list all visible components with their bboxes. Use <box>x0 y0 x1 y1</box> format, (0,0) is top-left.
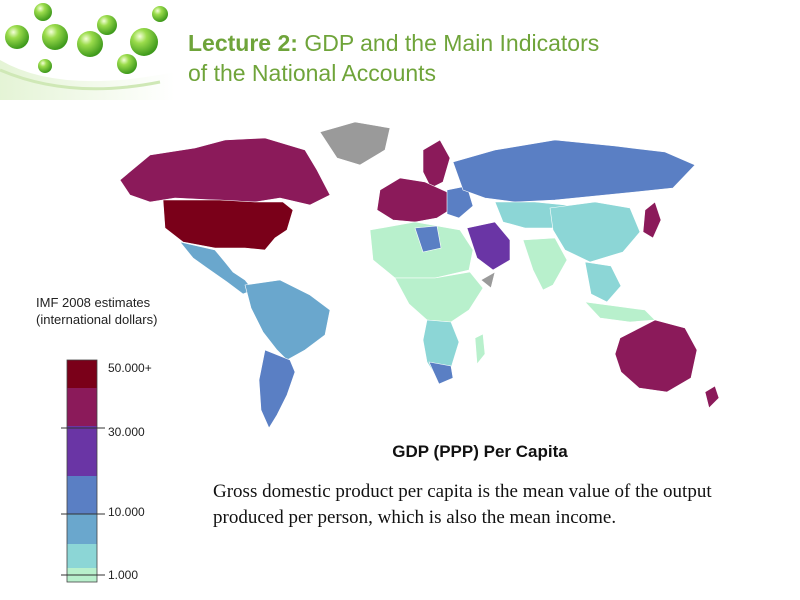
region-canada <box>119 137 331 206</box>
region-india <box>522 237 568 291</box>
legend-swatch <box>67 514 97 544</box>
region-horn-of-africa <box>480 271 496 289</box>
region-china <box>549 201 641 263</box>
region-usa <box>162 199 294 251</box>
sphere <box>34 3 52 21</box>
region-south-america-north <box>244 279 331 361</box>
legend-swatch <box>67 360 97 388</box>
region-russia <box>452 139 696 203</box>
legend-caption-line1: IMF 2008 estimates <box>36 295 151 310</box>
region-indonesia <box>584 301 656 323</box>
region-greenland <box>319 121 391 166</box>
legend-swatch <box>67 388 97 426</box>
description-text: Gross domestic product per capita is the… <box>213 481 712 528</box>
region-new-zealand <box>704 385 720 409</box>
region-central-africa <box>394 271 484 323</box>
color-legend: 50.000+ 30.000 10.000 1.000 <box>61 359 152 583</box>
legend-tick-label: 30.000 <box>108 425 145 439</box>
world-gdp-map <box>119 121 720 429</box>
title-line2: of the National Accounts <box>188 60 437 86</box>
region-japan <box>642 201 662 239</box>
sphere <box>77 31 103 57</box>
region-madagascar <box>474 333 486 365</box>
sphere <box>152 6 168 22</box>
sphere <box>38 59 52 73</box>
legend-tick-label: 10.000 <box>108 505 145 519</box>
legend-swatch <box>67 476 97 514</box>
sphere <box>42 24 68 50</box>
legend-tick-label: 1.000 <box>108 568 138 582</box>
region-western-europe <box>376 177 454 223</box>
legend-swatch <box>67 426 97 476</box>
title-lead: Lecture 2: <box>188 30 298 56</box>
region-libya <box>414 225 442 253</box>
sphere <box>117 54 137 74</box>
sphere <box>97 15 117 35</box>
region-mexico <box>179 241 254 295</box>
legend-swatch <box>67 544 97 568</box>
region-southeast-asia <box>584 261 622 303</box>
sphere <box>5 25 29 49</box>
region-south-america-south <box>258 349 296 429</box>
legend-frame <box>66 359 98 583</box>
region-middle-east <box>466 221 511 271</box>
sphere <box>130 28 158 56</box>
map-title: GDP (PPP) Per Capita <box>392 442 568 461</box>
region-australia <box>614 319 698 393</box>
region-north-africa <box>369 221 474 279</box>
region-scandinavia <box>422 139 451 189</box>
slide-title: Lecture 2: GDP and the Main Indicators o… <box>188 28 599 88</box>
green-spheres-logo <box>0 3 175 100</box>
legend-caption: IMF 2008 estimates (international dollar… <box>36 294 157 328</box>
legend-caption-line2: (international dollars) <box>36 312 158 327</box>
legend-tick-label: 50.000+ <box>108 361 152 375</box>
region-south-africa <box>428 361 454 385</box>
title-line1: GDP and the Main Indicators <box>304 30 600 56</box>
